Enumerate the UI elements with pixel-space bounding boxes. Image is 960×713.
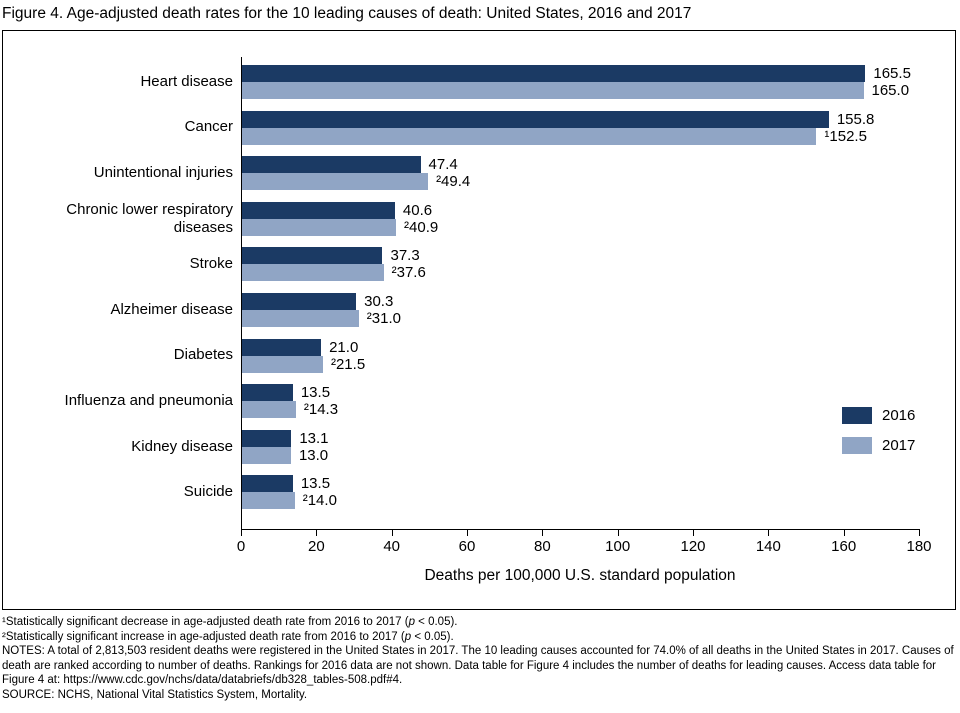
- bar-2016: [242, 247, 383, 265]
- x-axis-tick: [843, 530, 845, 536]
- x-axis-tick-label: 60: [458, 538, 476, 555]
- category-label: Unintentional injuries: [93, 164, 233, 182]
- category-label: Influenza and pneumonia: [64, 392, 233, 410]
- bar-2016: [242, 201, 395, 219]
- footnote-line: ²Statistically significant increase in a…: [2, 630, 954, 645]
- value-label-2016: 165.5: [873, 65, 911, 82]
- x-axis-tick: [542, 530, 544, 536]
- x-axis-tick: [391, 530, 393, 536]
- footnotes: ¹Statistically significant decrease in a…: [2, 615, 954, 702]
- value-label-2017: 165.0: [871, 82, 910, 99]
- category-label: Cancer: [184, 118, 233, 136]
- value-label-2016: 13.5: [300, 384, 331, 402]
- x-axis-tick-label: 100: [605, 538, 631, 555]
- category-label: Chronic lower respiratory diseases: [66, 200, 233, 236]
- bar-2017: [242, 218, 397, 236]
- x-axis-title: Deaths per 100,000 U.S. standard populat…: [424, 567, 736, 584]
- value-label-2017: ²14.3: [303, 401, 339, 419]
- bar-2017: [242, 310, 359, 327]
- value-label-2017: ²40.9: [404, 218, 439, 236]
- category-label: Stroke: [189, 255, 233, 273]
- bar-2017: [242, 355, 323, 373]
- legend-item-2017: 2017: [842, 437, 915, 454]
- value-label-2017: ²49.4: [436, 173, 471, 191]
- bar-2016: [242, 338, 322, 356]
- footnote-text: < 0.05).: [414, 616, 458, 628]
- bar-2017: [242, 82, 864, 99]
- category-label: Kidney disease: [131, 437, 233, 455]
- value-label-2016: 21.0: [329, 338, 359, 356]
- category-label: Diabetes: [173, 346, 233, 364]
- x-axis-tick-label: 140: [755, 538, 781, 555]
- x-axis-tick: [919, 530, 920, 536]
- bar-2016: [242, 475, 293, 493]
- legend-swatch-2016: [842, 407, 872, 424]
- value-label-2016: 155.8: [836, 110, 875, 128]
- legend-label-2016: 2016: [882, 407, 916, 424]
- bar-2017: [242, 173, 429, 191]
- footnote-text-italic: p: [408, 616, 415, 628]
- value-label-2017: ²21.5: [330, 355, 366, 373]
- legend-item-2016: 2016: [842, 407, 915, 424]
- x-axis-tick-label: 0: [236, 538, 246, 555]
- value-label-2017: ¹152.5: [824, 127, 867, 145]
- x-axis-tick-label: 120: [680, 538, 706, 555]
- x-axis-tick-label: 180: [906, 538, 932, 555]
- legend: 2016 2017: [842, 407, 915, 467]
- legend-swatch-2017: [842, 437, 872, 454]
- plot-area: 2016 2017 165.5 165.0 155.8 ¹152.5 47.4 ²49.4…: [241, 57, 920, 530]
- bar-2017: [242, 401, 296, 419]
- bar-2016: [242, 429, 292, 447]
- footnote-text: NOTES: A total of 2,813,503 resident dea…: [2, 645, 954, 686]
- x-axis-tick: [693, 530, 694, 536]
- bar-2017: [242, 264, 384, 282]
- bar-2017: [242, 127, 817, 145]
- footnote-text: < 0.05).: [411, 630, 454, 643]
- bar-2016: [242, 293, 357, 310]
- x-axis-tick: [316, 530, 318, 536]
- footnote-line: SOURCE: NCHS, National Vital Statistics …: [2, 688, 954, 703]
- bar-2016: [242, 110, 829, 128]
- value-label-2016: 13.5: [300, 475, 331, 493]
- x-axis-tick: [617, 530, 619, 536]
- x-axis-tick-label: 80: [533, 538, 551, 555]
- value-label-2016: 47.4: [428, 156, 458, 174]
- chart-frame: 2016 2017 165.5 165.0 155.8 ¹152.5 47.4 ²49.4…: [2, 30, 956, 610]
- value-label-2016: 13.1: [299, 429, 329, 447]
- footnote-text-italic: p: [404, 630, 412, 643]
- x-axis-tick-label: 40: [383, 538, 400, 555]
- footnote-line: NOTES: A total of 2,813,503 resident dea…: [2, 644, 954, 688]
- footnote-text: ²Statistically significant increase in a…: [2, 630, 405, 643]
- bar-2016: [242, 65, 866, 82]
- category-label: Heart disease: [140, 72, 233, 90]
- category-label: Suicide: [183, 483, 233, 501]
- x-axis-tick-label: 160: [831, 538, 857, 555]
- bar-2016: [242, 156, 421, 174]
- figure-title: Figure 4. Age-adjusted death rates for t…: [2, 5, 692, 22]
- value-label-2017: ²31.0: [366, 310, 401, 327]
- value-label-2016: 37.3: [390, 247, 420, 265]
- value-label-2017: ²14.0: [302, 492, 337, 510]
- legend-label-2017: 2017: [882, 437, 916, 454]
- bar-2017: [242, 446, 291, 464]
- category-label: Alzheimer disease: [110, 300, 233, 318]
- value-label-2016: 40.6: [402, 201, 433, 219]
- x-axis-tick: [768, 530, 770, 536]
- footnote-text: SOURCE: NCHS, National Vital Statistics …: [2, 688, 308, 701]
- value-label-2017: 13.0: [298, 446, 329, 464]
- bar-2016: [242, 384, 293, 402]
- value-label-2017: ²37.6: [391, 264, 426, 282]
- x-axis-tick: [467, 530, 468, 536]
- footnote-line: ¹Statistically significant decrease in a…: [2, 615, 954, 630]
- x-axis-tick: [241, 530, 242, 536]
- bar-2017: [242, 492, 295, 510]
- value-label-2016: 30.3: [364, 293, 394, 310]
- footnote-text: ¹Statistically significant decrease in a…: [2, 616, 409, 628]
- x-axis-tick-label: 20: [307, 538, 325, 555]
